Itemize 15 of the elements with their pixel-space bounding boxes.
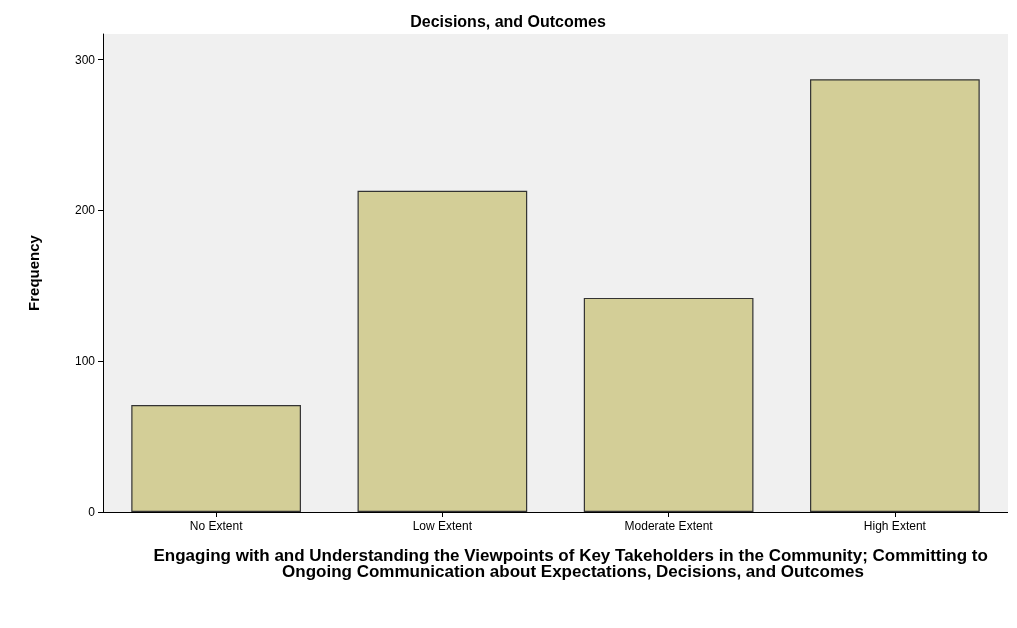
bar (131, 404, 301, 512)
bar (583, 297, 754, 512)
x-axis-title: Engaging with and Understanding the Viewpoints of Key Takeholders in the Community; Committing to Ongoing Communication about Expectations, Decisions, and Outcomes (153, 545, 993, 581)
x-tick-label: High Extent (863, 519, 927, 533)
y-tick-label: 0 (88, 505, 96, 519)
x-tick-label: No Extent (189, 519, 244, 533)
y-tick-label: 200 (74, 203, 96, 218)
x-tick-label: Low Extent (412, 519, 473, 533)
bar (810, 79, 980, 512)
y-tick-label: 100 (74, 354, 96, 369)
y-axis-title: Frequency (25, 234, 42, 311)
x-tick-label: Moderate Extent (624, 519, 714, 533)
y-tick-label: 300 (74, 52, 96, 67)
bar (357, 190, 528, 512)
chart-title: Decisions, and Outcomes (410, 12, 606, 30)
